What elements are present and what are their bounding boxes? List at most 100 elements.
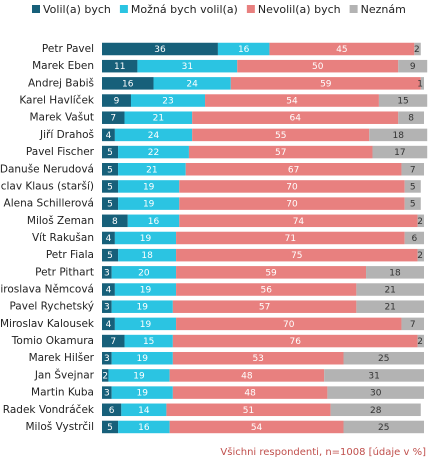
value-label: 19 xyxy=(137,303,149,313)
value-label: 19 xyxy=(133,371,145,381)
bar-segment xyxy=(114,317,177,331)
footnote: Všichni respondenti, n=1008 [údaje v %] xyxy=(220,446,426,458)
bar-segment xyxy=(269,42,415,56)
bar-segment xyxy=(401,317,424,331)
value-label: 31 xyxy=(182,62,193,72)
bar-segment xyxy=(169,420,344,434)
value-label: 7 xyxy=(110,337,116,347)
value-label: 2 xyxy=(417,251,423,261)
category-label: Marek Vašut xyxy=(29,112,94,124)
bar-segment xyxy=(102,214,128,228)
bar-segment xyxy=(137,59,238,73)
bar-segment xyxy=(114,231,177,245)
bar-segment xyxy=(102,403,122,417)
value-label: 74 xyxy=(293,217,305,227)
value-label: 59 xyxy=(265,268,277,278)
bar-segment xyxy=(124,111,193,124)
bar-segment xyxy=(179,180,405,193)
value-label: 16 xyxy=(138,423,150,433)
value-label: 21 xyxy=(384,286,395,296)
bar-segment xyxy=(417,214,424,228)
bar-segment xyxy=(102,59,138,73)
value-label: 28 xyxy=(370,406,382,416)
bar-segment xyxy=(172,386,328,399)
legend-swatch xyxy=(119,5,128,13)
value-label: 56 xyxy=(260,286,272,296)
bar-segment xyxy=(176,283,357,296)
category-label: Miroslava Němcová xyxy=(0,284,94,296)
bar-segment xyxy=(176,231,405,245)
category-label: Miloš Vystrčil xyxy=(25,421,94,433)
legend-swatch xyxy=(32,5,40,13)
value-label: 8 xyxy=(112,217,118,227)
value-label: 23 xyxy=(162,97,173,107)
value-label: 48 xyxy=(241,371,253,381)
bar-segment xyxy=(404,197,421,210)
bar-segment xyxy=(324,369,424,382)
bar-segment xyxy=(102,351,112,365)
value-label: 5 xyxy=(410,182,416,192)
value-label: 53 xyxy=(252,354,263,364)
value-label: 16 xyxy=(238,45,250,55)
value-label: 17 xyxy=(394,148,405,158)
legend-swatch xyxy=(246,5,255,13)
category-label: Vít Rakušan xyxy=(32,232,94,244)
bar-segment xyxy=(185,163,402,176)
bar-segment xyxy=(102,386,112,399)
value-label: 3 xyxy=(104,268,110,278)
bar-segment xyxy=(102,163,119,176)
bar-segment xyxy=(118,145,189,159)
value-label: 22 xyxy=(148,148,159,158)
value-label: 5 xyxy=(107,148,113,158)
bar-segment xyxy=(102,77,154,90)
value-label: 51 xyxy=(243,406,254,416)
value-label: 57 xyxy=(259,303,270,313)
bar-segment xyxy=(172,334,418,348)
bar-segment xyxy=(102,266,112,279)
legend-label: Nevolil(a) bych xyxy=(258,3,341,16)
value-label: 4 xyxy=(106,234,112,244)
value-label: 2 xyxy=(102,371,108,381)
value-label: 4 xyxy=(106,286,112,296)
bar-segment xyxy=(111,386,173,399)
value-label: 16 xyxy=(148,217,160,227)
value-label: 2 xyxy=(417,217,423,227)
bar-segment xyxy=(102,231,115,245)
bar-segment xyxy=(176,317,402,331)
bar-segment xyxy=(398,59,428,73)
value-label: 2 xyxy=(414,45,420,55)
value-label: 55 xyxy=(275,131,286,141)
bar-segment xyxy=(176,248,418,262)
legend-label: Možná bych volil(a) xyxy=(131,3,238,16)
category-label: Martin Kuba xyxy=(31,387,94,399)
value-label: 71 xyxy=(285,234,296,244)
value-label: 57 xyxy=(275,148,286,158)
bar-segment xyxy=(102,369,109,382)
value-label: 31 xyxy=(368,371,379,381)
value-label: 3 xyxy=(104,354,110,364)
value-label: 19 xyxy=(137,389,149,399)
category-label: Danuše Nerudová xyxy=(0,163,94,175)
value-label: 50 xyxy=(312,62,324,72)
value-label: 9 xyxy=(114,97,120,107)
bar-segment xyxy=(230,77,421,90)
bar-segment xyxy=(366,266,424,279)
bar-segment xyxy=(330,403,421,417)
value-label: 6 xyxy=(411,234,417,244)
category-label: Marek Hilšer xyxy=(29,352,95,364)
value-label: 21 xyxy=(153,114,164,124)
value-label: 19 xyxy=(143,200,155,210)
value-label: 21 xyxy=(146,165,157,175)
value-label: 7 xyxy=(410,165,416,175)
bar-segment xyxy=(102,128,115,142)
bar-segment xyxy=(102,283,115,296)
bar-segment xyxy=(176,266,367,279)
bar-segment xyxy=(114,128,193,142)
value-label: 8 xyxy=(408,114,414,124)
value-label: 18 xyxy=(141,251,153,261)
value-label: 20 xyxy=(138,268,150,278)
value-label: 1 xyxy=(417,79,423,89)
value-label: 24 xyxy=(186,79,198,89)
value-label: 54 xyxy=(286,97,298,107)
